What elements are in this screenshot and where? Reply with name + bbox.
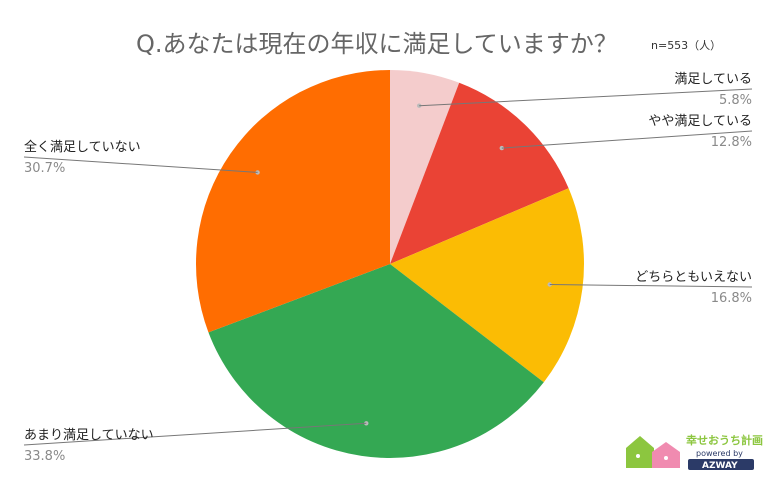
slice-label-4: あまり満足していない: [24, 428, 154, 443]
slice-value-3: 16.8%: [711, 291, 752, 306]
logo-text-main: 幸せおうち計画: [686, 433, 763, 447]
logo-powered-by: powered by: [696, 449, 743, 458]
slice-value-5: 30.7%: [24, 161, 65, 176]
pie-slice-1: [390, 70, 460, 264]
slice-label-5: 全く満足していない: [24, 139, 141, 155]
logo-azway: AZWAY: [702, 461, 738, 471]
pie-slice-5: [196, 70, 390, 333]
leader-line-2: [501, 130, 753, 149]
slice-value-1: 5.8%: [719, 93, 752, 108]
leader-line-4: [23, 422, 367, 446]
leader-line-1: [419, 88, 753, 107]
brand-logo: 幸せおうち計画 powered by AZWAY: [626, 433, 763, 471]
pie-slice-3: [390, 188, 584, 383]
sample-size-note: n=553（人）: [651, 39, 721, 52]
slice-label-2: やや満足している: [648, 114, 752, 129]
pie-slices: [196, 70, 584, 458]
leader-line-5: [23, 156, 258, 173]
slice-label-3: どちらともいえない: [635, 270, 752, 285]
leader-line-3: [549, 284, 753, 288]
slice-labels: 満足している 5.8% やや満足している 12.8% どちらともいえない 16.8% あまり…: [23, 72, 753, 464]
slice-label-1: 満足している: [674, 72, 752, 87]
slice-value-2: 12.8%: [711, 135, 752, 150]
pie-slice-4: [208, 264, 544, 458]
slice-value-4: 33.8%: [24, 449, 65, 464]
chart-title: Q.あなたは現在の年収に満足していますか？: [136, 30, 618, 58]
pie-slice-2: [390, 82, 569, 265]
house-pink-icon: [652, 442, 680, 468]
house-green-icon: [626, 436, 654, 468]
